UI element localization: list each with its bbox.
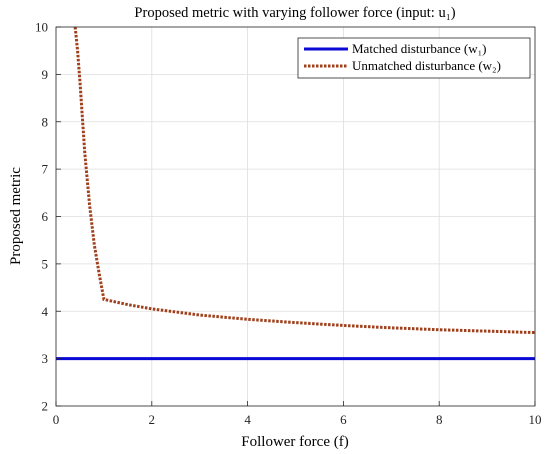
series-lines: [56, 26, 536, 361]
y-tick-label: 10: [35, 20, 48, 35]
y-tick-label: 9: [42, 67, 49, 82]
y-tick-label: 5: [42, 256, 49, 271]
x-tick-label: 2: [149, 412, 156, 427]
legend-label-matched: Matched disturbance (w₁): [352, 41, 486, 56]
y-axis-label: Proposed metric: [8, 167, 24, 265]
y-tick-label: 8: [42, 114, 49, 129]
x-tick-label: 0: [53, 412, 60, 427]
chart-title: Proposed metric with varying follower fo…: [134, 5, 455, 21]
y-tick-label: 3: [42, 351, 49, 366]
y-tick-label: 6: [42, 209, 49, 224]
y-tick-label: 7: [42, 162, 49, 177]
legend-box: [297, 37, 531, 79]
x-tick-label: 10: [529, 412, 542, 427]
series-line-unmatched: [73, 26, 536, 335]
x-tick-label: 8: [436, 412, 443, 427]
y-tick-label: 4: [42, 304, 49, 319]
x-axis-label: Follower force (f): [241, 434, 348, 450]
y-tick-label: 2: [42, 399, 49, 414]
axes-frame: [55, 26, 536, 407]
legend: Matched disturbance (w₁) Unmatched distu…: [297, 37, 531, 79]
x-tick-label: 6: [340, 412, 347, 427]
legend-label-unmatched: Unmatched disturbance (w₂): [352, 58, 501, 73]
x-tick-label: 4: [244, 412, 251, 427]
